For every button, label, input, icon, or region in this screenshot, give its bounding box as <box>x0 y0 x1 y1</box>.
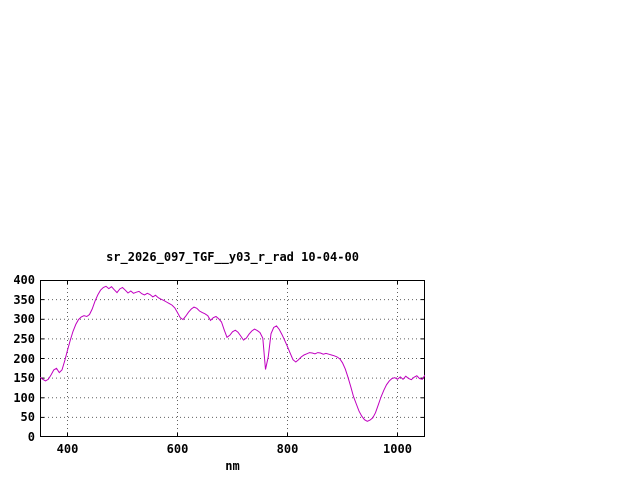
x-axis-label: nm <box>225 459 240 473</box>
y-tick-label: 150 <box>13 371 35 386</box>
y-tick-label: 50 <box>20 410 35 425</box>
y-tick-label: 100 <box>13 390 35 405</box>
y-tick-label: 350 <box>13 292 35 307</box>
spectrum-line <box>40 285 425 422</box>
x-tick-label: 600 <box>166 442 189 456</box>
y-tick-label: 250 <box>13 331 35 346</box>
y-tick-label: 400 <box>13 273 35 287</box>
y-tick-label: 0 <box>27 430 35 444</box>
chart-title: sr_2026_097_TGF__y03_r_rad 10-04-00 <box>106 250 359 264</box>
x-tick-label: 800 <box>276 442 299 456</box>
plot-border <box>40 280 425 437</box>
x-tick-label: 1000 <box>383 442 412 456</box>
plot-area <box>40 280 425 437</box>
y-tick-label: 200 <box>13 351 35 366</box>
x-tick-label: 400 <box>56 442 79 456</box>
y-tick-label: 300 <box>13 312 35 327</box>
